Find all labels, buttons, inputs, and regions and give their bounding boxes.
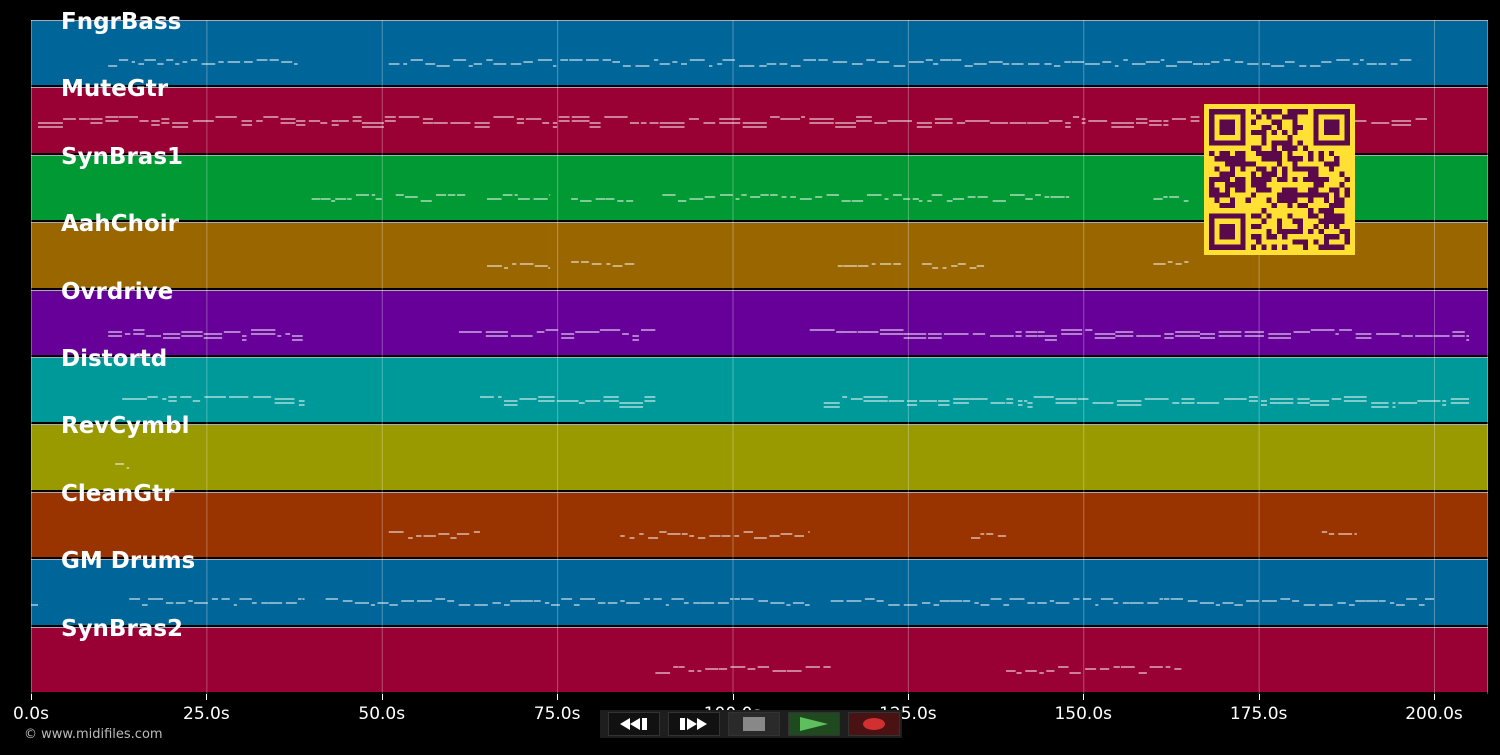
- fast-forward-button[interactable]: [668, 712, 720, 736]
- track-row[interactable]: CleanGtr: [31, 481, 1488, 558]
- tick-mark: [1258, 694, 1260, 700]
- note-lane: [655, 666, 1182, 674]
- tick-label: 175.0s: [1229, 704, 1288, 724]
- fast-forward-icon: [677, 716, 711, 732]
- stop-button[interactable]: [728, 712, 780, 736]
- copyright-text: © www.midifiles.com: [24, 727, 163, 742]
- tick-mark: [907, 694, 909, 700]
- note-lane: [122, 396, 1470, 408]
- tick-mark: [1434, 694, 1435, 700]
- rewind-button[interactable]: [608, 712, 660, 736]
- track-row[interactable]: GM Drums: [31, 548, 1488, 625]
- tick-mark: [1083, 694, 1085, 700]
- rewind-icon: [617, 716, 651, 732]
- track-name: GM Drums: [61, 548, 196, 575]
- track-name: AahChoir: [61, 211, 179, 238]
- track-name: MuteGtr: [61, 76, 169, 103]
- track-name: Ovrdrive: [61, 278, 174, 305]
- note-lane: [108, 59, 1412, 67]
- qr-code: [1204, 104, 1355, 255]
- note-lane: [311, 194, 1189, 202]
- note-lane: [108, 329, 1470, 341]
- track-row[interactable]: Ovrdrive: [31, 279, 1488, 355]
- track-row[interactable]: FngrBass: [31, 9, 1488, 86]
- record-button[interactable]: [848, 712, 900, 736]
- stop-icon: [741, 716, 767, 732]
- note-lane: [388, 531, 1357, 539]
- track-row[interactable]: Distortd: [31, 346, 1488, 423]
- tick-mark: [381, 694, 383, 700]
- note-lane: [115, 463, 130, 469]
- note-lane: [486, 261, 1189, 269]
- record-icon: [861, 716, 887, 732]
- track-name: SynBras1: [61, 143, 184, 170]
- tick-mark: [206, 694, 208, 700]
- track-row[interactable]: SynBras2: [31, 616, 1488, 692]
- tick-label: 75.0s: [533, 704, 581, 724]
- tick-label: 0.0s: [13, 704, 49, 724]
- tick-label: 150.0s: [1054, 704, 1113, 724]
- track-name: RevCymbl: [61, 413, 190, 440]
- note-lane: [31, 598, 1434, 606]
- tick-label: 50.0s: [358, 704, 406, 724]
- tick-label: 25.0s: [183, 704, 230, 724]
- note-lane: [38, 116, 1427, 128]
- tick-mark: [31, 694, 32, 700]
- play-icon: [798, 716, 830, 732]
- play-button[interactable]: [788, 712, 840, 736]
- tick-mark: [732, 694, 734, 700]
- track-name: CleanGtr: [61, 480, 175, 507]
- transport-controls: [600, 710, 902, 738]
- track-name: SynBras2: [61, 615, 184, 642]
- tick-mark: [557, 694, 559, 700]
- track-row[interactable]: RevCymbl: [31, 413, 1488, 490]
- track-name: Distortd: [61, 346, 168, 372]
- tick-label: 200.0s: [1405, 704, 1463, 724]
- track-name: FngrBass: [61, 9, 182, 35]
